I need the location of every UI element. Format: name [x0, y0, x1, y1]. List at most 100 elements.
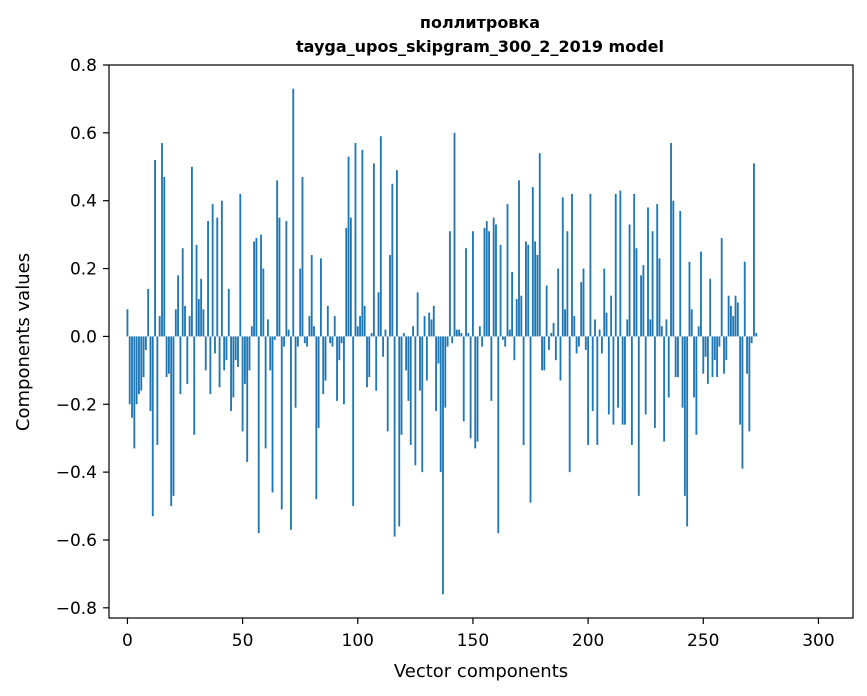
bar-63 — [271, 336, 274, 493]
bar-3 — [133, 336, 136, 449]
bar-76 — [301, 176, 304, 337]
bar-8 — [144, 336, 147, 350]
bar-146 — [462, 336, 465, 422]
bar-170 — [518, 180, 520, 337]
bar-101 — [359, 316, 361, 337]
bar-1 — [128, 336, 131, 405]
bar-129 — [423, 316, 426, 337]
x-tick-label: 0 — [122, 631, 133, 651]
bar-175 — [529, 336, 532, 503]
bar-161 — [497, 336, 500, 534]
bar-104 — [366, 336, 368, 388]
bar-190 — [564, 309, 566, 337]
y-tick-label: −0.6 — [56, 531, 97, 551]
bar-44 — [227, 288, 230, 337]
bar-204 — [596, 336, 599, 445]
bar-54 — [250, 326, 253, 337]
bar-144 — [458, 329, 461, 337]
bar-58 — [260, 234, 262, 337]
bar-256 — [716, 336, 719, 378]
bar-2 — [131, 336, 133, 418]
bar-212 — [614, 193, 617, 337]
bar-108 — [375, 336, 378, 391]
bar-181 — [543, 336, 546, 371]
bar-224 — [642, 265, 645, 337]
bar-106 — [370, 333, 373, 337]
bar-73 — [294, 336, 297, 408]
bar-118 — [398, 336, 401, 527]
bar-33 — [202, 309, 205, 337]
bar-193 — [571, 193, 573, 337]
bar-4 — [135, 336, 138, 405]
bar-150 — [472, 231, 474, 337]
bar-91 — [336, 336, 338, 401]
chart-title-line2: tayga_upos_skipgram_300_2_2019 model — [296, 37, 664, 56]
bar-231 — [658, 258, 661, 337]
bar-138 — [444, 336, 447, 408]
bar-219 — [630, 336, 633, 445]
bar-115 — [391, 183, 394, 337]
bar-156 — [485, 221, 488, 337]
bar-49 — [239, 193, 242, 337]
bar-65 — [276, 180, 279, 337]
chart-title-line1: поллитровка — [420, 13, 540, 32]
bar-59 — [262, 268, 265, 337]
bar-226 — [647, 207, 649, 337]
bar-258 — [720, 238, 723, 337]
bar-105 — [368, 336, 371, 378]
bar-85 — [322, 336, 325, 395]
bar-218 — [628, 224, 631, 337]
bar-216 — [624, 336, 626, 425]
bar-206 — [601, 336, 603, 354]
bar-83 — [317, 336, 320, 429]
bar-62 — [269, 336, 272, 371]
bar-32 — [200, 278, 203, 337]
bar-17 — [165, 336, 168, 378]
bar-192 — [568, 336, 571, 473]
bar-82 — [315, 336, 318, 500]
bar-13 — [156, 336, 159, 445]
bar-41 — [220, 200, 223, 337]
bar-160 — [495, 224, 497, 337]
bar-94 — [343, 336, 345, 405]
bar-40 — [218, 336, 221, 388]
bar-186 — [554, 336, 557, 361]
bar-242 — [683, 336, 686, 496]
bar-52 — [246, 336, 249, 462]
bar-227 — [649, 319, 652, 337]
bar-111 — [382, 336, 385, 357]
y-tick-label: 0.6 — [70, 124, 97, 144]
bar-70 — [287, 329, 290, 337]
bar-174 — [527, 244, 530, 337]
bar-133 — [432, 305, 435, 337]
bar-81 — [313, 326, 315, 337]
bar-201 — [589, 193, 592, 337]
bar-25 — [184, 305, 186, 337]
bar-97 — [349, 217, 352, 337]
bar-165 — [506, 204, 509, 337]
bar-19 — [170, 336, 173, 507]
bar-195 — [575, 336, 578, 354]
bar-61 — [267, 319, 269, 337]
bar-42 — [223, 336, 226, 371]
bar-36 — [209, 336, 212, 395]
bar-188 — [559, 336, 562, 381]
bar-236 — [670, 143, 672, 337]
bar-112 — [384, 329, 387, 337]
bar-109 — [377, 292, 380, 337]
bar-71 — [290, 336, 292, 530]
bar-46 — [232, 336, 235, 398]
bar-197 — [580, 282, 583, 337]
bar-164 — [504, 336, 507, 347]
x-tick-label: 300 — [802, 631, 834, 651]
x-axis-label: Vector components — [394, 661, 568, 682]
bar-223 — [640, 275, 643, 337]
bar-110 — [379, 136, 382, 337]
bar-272 — [753, 163, 755, 337]
bar-9 — [147, 288, 150, 337]
bar-270 — [748, 336, 751, 432]
bar-266 — [739, 336, 742, 425]
bar-80 — [310, 254, 313, 337]
x-tick-label: 200 — [572, 631, 604, 651]
